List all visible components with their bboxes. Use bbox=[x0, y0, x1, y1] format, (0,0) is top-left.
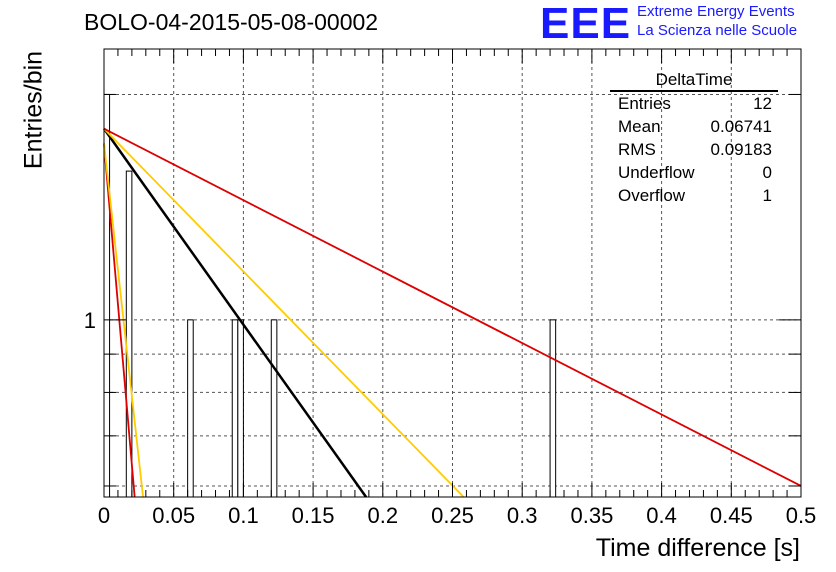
stats-label: Overflow bbox=[618, 186, 686, 205]
stats-value: 0.09183 bbox=[710, 140, 772, 159]
y-axis-label: Entries/bin bbox=[19, 50, 48, 170]
stats-label: RMS bbox=[618, 140, 656, 159]
x-tick-label: 0.4 bbox=[646, 503, 677, 528]
stats-box: DeltaTime Entries 12 Mean 0.06741 RMS 0.… bbox=[610, 70, 778, 207]
stats-value: 0.06741 bbox=[710, 117, 772, 136]
x-axis-label: Time difference [s] bbox=[595, 534, 800, 562]
x-tick-label: 0.5 bbox=[786, 503, 817, 528]
x-tick-label: 0.25 bbox=[431, 503, 474, 528]
histogram-bar bbox=[231, 319, 239, 498]
stats-label: Mean bbox=[618, 117, 661, 136]
x-tick-label: 0.15 bbox=[292, 503, 335, 528]
stats-row-entries: Entries 12 bbox=[610, 92, 778, 115]
fit-line bbox=[103, 128, 465, 498]
chart-title: BOLO-04-2015-05-08-00002 bbox=[84, 9, 379, 35]
grid-lines bbox=[104, 49, 801, 497]
stats-label: Underflow bbox=[618, 163, 695, 182]
stats-box-title: DeltaTime bbox=[610, 70, 778, 92]
stats-row-underflow: Underflow 0 bbox=[610, 161, 778, 184]
histogram-bar bbox=[187, 319, 194, 498]
histogram-bar bbox=[270, 319, 278, 498]
axis-ticks bbox=[103, 49, 802, 497]
x-tick-label: 0.45 bbox=[710, 503, 753, 528]
x-tick-label: 0.05 bbox=[152, 503, 195, 528]
x-tick-label: 0.3 bbox=[507, 503, 538, 528]
stats-value: 1 bbox=[762, 186, 772, 205]
stats-row-mean: Mean 0.06741 bbox=[610, 115, 778, 138]
x-tick-label: 0.35 bbox=[570, 503, 613, 528]
stats-row-overflow: Overflow 1 bbox=[610, 184, 778, 207]
x-tick-label: 0.1 bbox=[228, 503, 259, 528]
stats-value: 0 bbox=[762, 163, 772, 182]
fit-line bbox=[102, 127, 368, 498]
axis-tick-labels: 0 0.05 0.1 0.15 0.2 0.25 0.3 0.35 0.4 0.45 0.5 1 bbox=[84, 308, 817, 528]
histogram-bar bbox=[549, 319, 557, 498]
x-tick-label: 0.2 bbox=[368, 503, 399, 528]
eee-logo: EEE bbox=[540, 0, 632, 48]
logo-line-2: La Scienza nelle Scuole bbox=[637, 22, 798, 39]
histogram-bins bbox=[103, 93, 557, 498]
y-tick-label: 1 bbox=[84, 308, 96, 333]
stats-row-rms: RMS 0.09183 bbox=[610, 138, 778, 161]
fit-line bbox=[103, 127, 802, 487]
stats-label: Entries bbox=[618, 94, 671, 113]
logo-line-1: Extreme Energy Events bbox=[637, 3, 795, 20]
x-tick-label: 0 bbox=[98, 503, 110, 528]
histogram-bar bbox=[237, 319, 244, 498]
stats-value: 12 bbox=[753, 94, 772, 113]
